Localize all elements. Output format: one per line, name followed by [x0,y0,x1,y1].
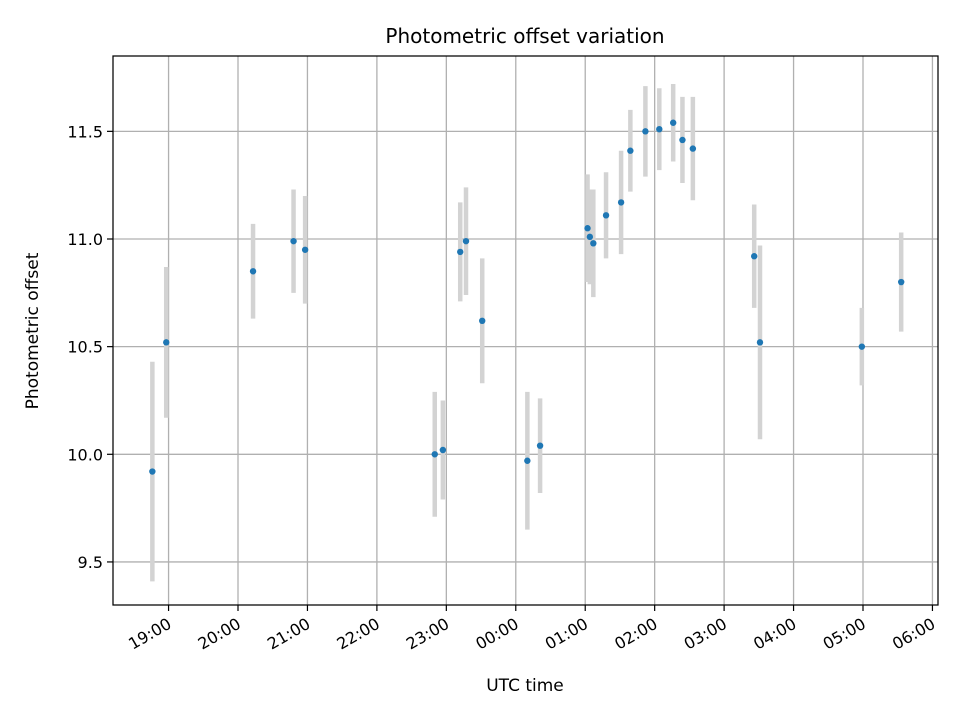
data-point [584,225,591,232]
data-point [524,457,531,464]
data-point [756,339,764,346]
data-point [301,246,309,253]
y-axis-title: Photometric offset [23,252,43,409]
data-point [536,442,544,449]
data-point [163,339,170,346]
data-points [149,119,905,475]
y-axis: 9.5 10.0 10.5 11.0 11.5 [67,122,113,572]
data-point [457,248,464,256]
y-tick-label: 11.5 [67,122,103,141]
data-point [656,126,663,133]
data-point [602,212,610,219]
data-point [627,147,634,154]
data-point [586,233,594,241]
data-point [858,343,866,350]
y-tick-label: 9.5 [78,553,103,572]
data-point [642,128,649,135]
data-point [590,240,597,247]
data-point [439,446,447,454]
x-axis-title: UTC time [486,676,564,696]
data-point [679,136,686,144]
data-point [689,145,697,152]
data-point [462,237,470,245]
y-tick-label: 10.5 [67,338,103,357]
chart-title: Photometric offset variation [385,24,664,48]
y-tick-label: 11.0 [67,230,103,249]
data-point [669,119,677,126]
data-point [897,278,905,286]
plot-frame [112,55,939,606]
data-point [431,451,438,458]
y-tick-label: 10.0 [67,445,103,464]
data-point [290,237,297,245]
data-point [149,468,156,475]
data-point [751,253,758,260]
data-point [479,317,486,325]
data-point [249,268,257,275]
data-point [617,199,625,206]
